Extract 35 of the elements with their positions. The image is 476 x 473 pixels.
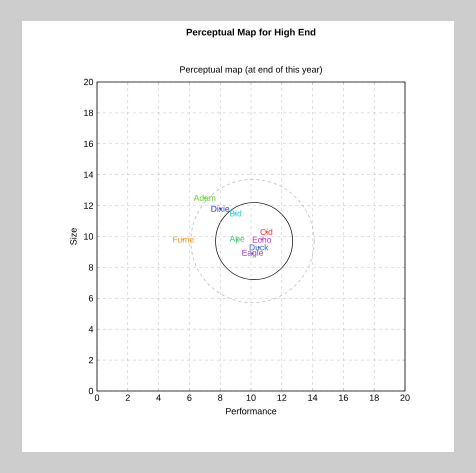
x-tick-label: 14 bbox=[308, 394, 318, 401]
x-tick-label: 2 bbox=[126, 394, 130, 401]
series-label: Bid bbox=[230, 210, 242, 216]
x-tick-label: 8 bbox=[218, 394, 222, 401]
x-tick-label: 6 bbox=[187, 394, 192, 401]
x-axis-title: Performance bbox=[226, 408, 276, 414]
x-tick-label: 20 bbox=[400, 394, 410, 401]
y-tick-label: 14 bbox=[84, 172, 94, 178]
series-label: Echo bbox=[252, 236, 272, 243]
y-tick-label: 8 bbox=[88, 264, 94, 271]
y-tick-label: 0 bbox=[88, 388, 94, 394]
y-tick-label: 16 bbox=[84, 140, 94, 147]
x-tick-label: 12 bbox=[277, 394, 286, 401]
series-label: Duck bbox=[250, 244, 268, 250]
y-tick-label: 10 bbox=[84, 233, 94, 240]
series-label: Ape bbox=[230, 236, 244, 244]
y-axis-title: Size bbox=[70, 228, 77, 245]
chart-subtitle: Perceptual map (at end of this year) bbox=[180, 66, 322, 74]
series-label: Dixie bbox=[211, 206, 230, 212]
series-label: Adam bbox=[194, 194, 216, 201]
x-tick-label: 0 bbox=[94, 394, 100, 401]
chart-title: Perceptual Map for High End bbox=[186, 28, 316, 38]
x-tick-label: 16 bbox=[339, 394, 348, 401]
y-tick-label: 20 bbox=[84, 78, 94, 86]
y-tick-label: 12 bbox=[84, 202, 94, 209]
x-tick-label: 10 bbox=[246, 394, 256, 401]
series-label: Eagle bbox=[242, 250, 264, 258]
x-tick-label: 18 bbox=[370, 394, 379, 401]
y-tick-label: 18 bbox=[84, 110, 94, 116]
series-label: Fume bbox=[173, 236, 194, 243]
y-tick-label: 4 bbox=[88, 326, 94, 332]
x-tick-label: 4 bbox=[156, 394, 161, 401]
y-tick-label: 2 bbox=[88, 356, 94, 364]
series-label: Cid bbox=[260, 228, 272, 235]
y-tick-label: 6 bbox=[88, 295, 94, 302]
